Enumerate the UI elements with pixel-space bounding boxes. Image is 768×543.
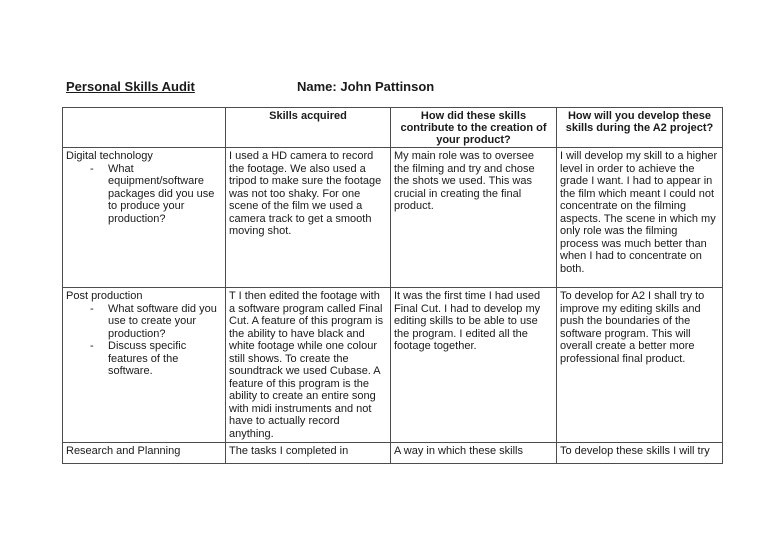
table-row: Research and Planning The tasks I comple…: [62, 442, 723, 464]
header-cell-skills-acquired: Skills acquired: [225, 107, 391, 148]
contribution-cell: It was the first time I had used Final C…: [390, 287, 557, 443]
skills-audit-table: Skills acquired How did these skills con…: [62, 107, 723, 464]
header-cell-development: How will you develop these skills during…: [556, 107, 723, 148]
table-row: Digital technology - What equipment/softw…: [62, 147, 723, 288]
table-header-row: Skills acquired How did these skills con…: [62, 107, 723, 148]
bullet-item: - Discuss specific features of the softwa…: [66, 340, 221, 378]
skills-cell: T I then edited the footage with a softw…: [225, 287, 391, 443]
contribution-cell: A way in which these skills: [390, 442, 557, 464]
topic-title: Post production: [66, 290, 143, 302]
bullet-text: What software did you use to create your…: [108, 302, 217, 340]
development-cell: To develop these skills I will try: [556, 442, 723, 464]
page-title: Personal Skills Audit: [66, 79, 195, 94]
header-cell-topic: [62, 107, 226, 148]
header-cell-contribution: How did these skills contribute to the c…: [390, 107, 557, 148]
table-row: Post production - What software did you u…: [62, 287, 723, 443]
contribution-cell: My main role was to oversee the filming …: [390, 147, 557, 288]
topic-title: Digital technology: [66, 150, 153, 162]
bullet-marker: -: [90, 302, 94, 315]
bullet-item: - What equipment/software packages did yo…: [66, 163, 221, 226]
bullet-text: What equipment/software packages did you…: [108, 162, 215, 225]
development-cell: To develop for A2 I shall try to improve…: [556, 287, 723, 443]
topic-bullets: - What equipment/software packages did yo…: [66, 163, 221, 226]
bullet-text: Discuss specific features of the softwar…: [108, 340, 187, 377]
bullet-marker: -: [90, 162, 94, 175]
development-cell: I will develop my skill to a higher leve…: [556, 147, 723, 288]
table-body: Digital technology - What equipment/softw…: [62, 147, 723, 464]
bullet-marker: -: [90, 340, 94, 352]
topic-cell: Post production - What software did you u…: [62, 287, 226, 443]
topic-title: Research and Planning: [66, 445, 181, 457]
skills-cell: The tasks I completed in: [225, 442, 391, 464]
student-name: Name: John Pattinson: [297, 79, 435, 94]
topic-cell: Research and Planning: [62, 442, 226, 464]
bullet-item: - What software did you use to create you…: [66, 303, 221, 341]
topic-cell: Digital technology - What equipment/softw…: [62, 147, 226, 288]
skills-cell: I used a HD camera to record the footage…: [225, 147, 391, 288]
topic-bullets: - What software did you use to create you…: [66, 303, 221, 378]
